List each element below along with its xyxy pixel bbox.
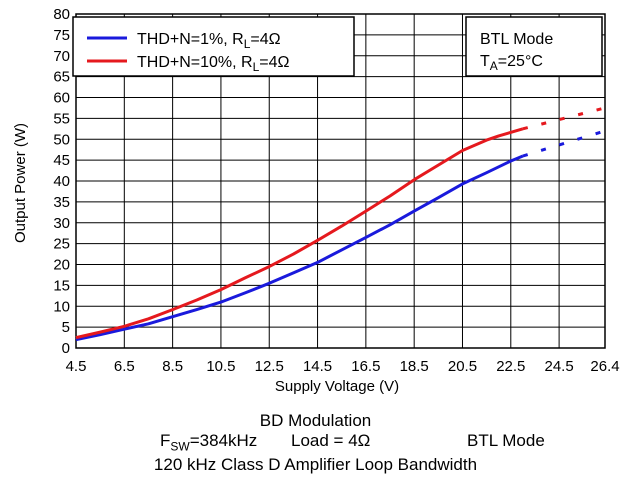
y-tick-label: 10 [53, 298, 70, 315]
caption-mode: BTL Mode [467, 431, 545, 450]
condition-annotation: BTL Mode TA=25°C [465, 16, 603, 77]
legend: THD+N=1%, RL=4Ω THD+N=10%, RL=4Ω [72, 16, 355, 77]
y-tick-label: 80 [53, 6, 70, 23]
series-2-extrapolation [522, 106, 606, 131]
annotation-mode: BTL Mode [480, 31, 553, 48]
x-tick-label: 6.5 [114, 358, 135, 375]
legend-entry-1-sub: L [244, 37, 251, 51]
y-tick-label: 30 [53, 215, 70, 232]
annotation-temp: TA=25°C [480, 53, 543, 73]
x-tick-label: 20.5 [448, 358, 477, 375]
output-power-chart: 4.5 6.5 8.5 10.5 12.5 14.5 16.5 18.5 20.5 22.5 24.… [12, 6, 620, 395]
legend-box [72, 16, 355, 77]
caption-line-1: BD Modulation [259, 411, 372, 430]
y-tick-label: 0 [62, 340, 70, 357]
legend-entry-2: THD+N=10%, RL=4Ω [137, 54, 290, 74]
x-tick-label: 24.5 [545, 358, 574, 375]
x-tick-label: 8.5 [162, 358, 183, 375]
x-tick-labels: 4.5 6.5 8.5 10.5 12.5 14.5 16.5 18.5 20.5 22.5 24.… [66, 358, 620, 375]
y-axis-title: Output Power (W) [12, 123, 29, 243]
y-tick-label: 35 [53, 194, 70, 211]
x-tick-label: 22.5 [496, 358, 525, 375]
caption-fsw: FSW=384kHz [160, 431, 258, 454]
y-tick-label: 25 [53, 236, 70, 253]
series-1-extrapolation [522, 129, 606, 158]
x-axis-title: Supply Voltage (V) [275, 378, 399, 395]
y-tick-label: 50 [53, 131, 70, 148]
legend-entry-2-sub: L [253, 60, 260, 74]
x-tick-label: 4.5 [66, 358, 87, 375]
series-1-line [75, 154, 524, 342]
y-tick-label: 40 [53, 173, 70, 190]
caption-fsw-sub: SW [170, 439, 190, 454]
y-tick-label: 65 [53, 69, 70, 86]
x-tick-label: 14.5 [303, 358, 332, 375]
annotation-temp-sub: A [490, 59, 498, 73]
y-tick-label: 70 [53, 48, 70, 65]
x-tick-label: 12.5 [255, 358, 284, 375]
plot-border [75, 13, 606, 349]
series-2-line [75, 127, 524, 340]
y-tick-label: 55 [53, 110, 70, 127]
x-tick-label: 18.5 [400, 358, 429, 375]
series-layer [75, 106, 606, 342]
y-tick-label: 45 [53, 152, 70, 169]
y-tick-label: 60 [53, 90, 70, 107]
y-tick-label: 15 [53, 277, 70, 294]
annotation-box [465, 16, 603, 77]
y-tick-label: 20 [53, 257, 70, 274]
y-tick-label: 5 [62, 319, 70, 336]
caption-line-3: 120 kHz Class D Amplifier Loop Bandwidth [153, 455, 478, 474]
plot-frame [75, 13, 606, 349]
y-tick-labels: 0 5 10 15 20 25 30 35 40 45 50 55 60 65 70 75 80 [53, 6, 70, 357]
x-tick-label: 26.4 [590, 358, 619, 375]
caption-load: Load = 4Ω [291, 431, 371, 450]
x-tick-label: 16.5 [351, 358, 380, 375]
y-tick-label: 75 [53, 27, 70, 44]
x-tick-label: 10.5 [206, 358, 235, 375]
legend-entry-1: THD+N=1%, RL=4Ω [137, 31, 281, 51]
